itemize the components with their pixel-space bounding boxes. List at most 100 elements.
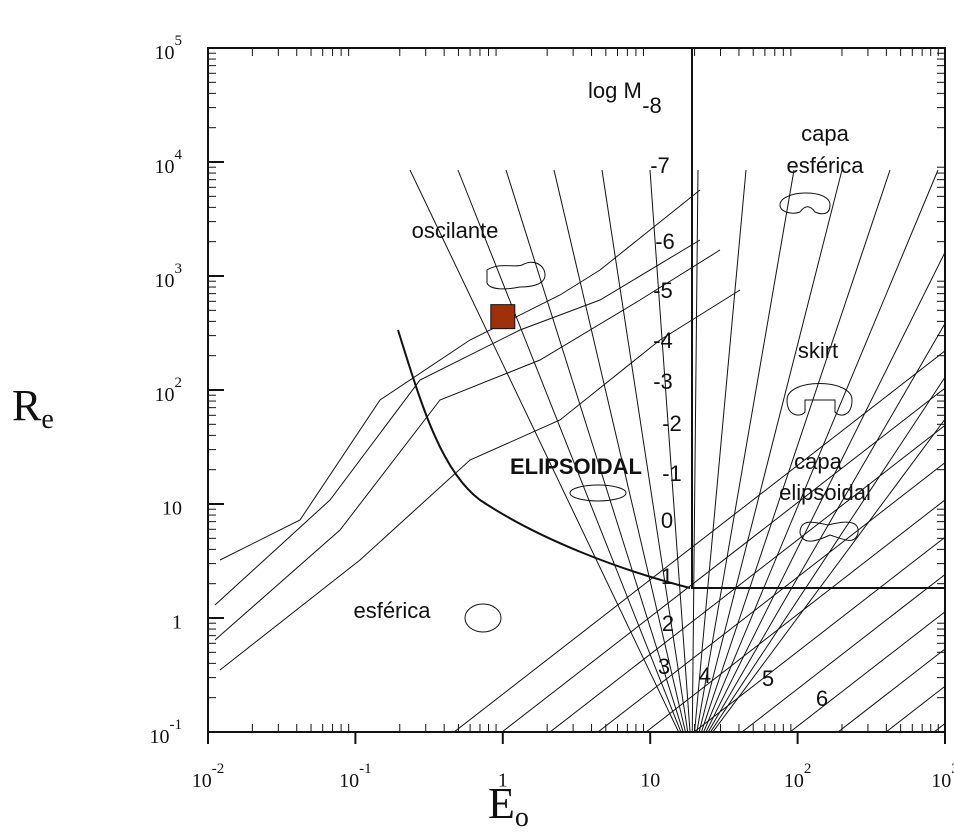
shape-icon bbox=[569, 484, 627, 502]
contour-line bbox=[553, 169, 686, 732]
region-label: ELIPSOIDAL bbox=[510, 454, 642, 479]
tick-label: 103 bbox=[155, 261, 183, 291]
x-axis-label: Eo bbox=[488, 779, 529, 832]
contour-line bbox=[696, 169, 795, 732]
contour-line bbox=[501, 387, 945, 732]
tick-exponent: 4 bbox=[175, 147, 183, 163]
tick-label: 104 bbox=[155, 147, 183, 177]
tick-label: 10-2 bbox=[192, 761, 225, 791]
plot-frame bbox=[207, 47, 946, 733]
region-label: elipsoidal bbox=[779, 480, 871, 505]
region-label: capa bbox=[801, 121, 849, 146]
tick-base: 10 bbox=[155, 384, 175, 406]
shape-icon bbox=[779, 192, 831, 215]
contour-line bbox=[712, 418, 945, 732]
contours bbox=[214, 169, 954, 760]
contour-label: 1 bbox=[661, 564, 673, 589]
region-label: esférica bbox=[353, 598, 431, 623]
tick-label: 10 bbox=[162, 498, 182, 520]
contour-label: -7 bbox=[650, 153, 670, 178]
region-label: oscilante bbox=[412, 218, 499, 243]
contour-label: -3 bbox=[653, 369, 673, 394]
tick-base: 10 bbox=[192, 770, 212, 792]
tick-base: 10 bbox=[150, 726, 170, 748]
shape-icon bbox=[464, 603, 502, 633]
contour-line bbox=[409, 169, 680, 732]
contour-line bbox=[837, 648, 945, 732]
contour-label: 5 bbox=[762, 666, 774, 691]
contour-label: 3 bbox=[658, 654, 670, 679]
tick-exponent: -1 bbox=[359, 761, 372, 777]
contour-line bbox=[885, 685, 945, 732]
tick-label: 10-1 bbox=[150, 717, 183, 747]
contour-label: -1 bbox=[662, 461, 682, 486]
tick-base: 10 bbox=[339, 770, 359, 792]
contour-label: 0 bbox=[661, 508, 673, 533]
y-axis-label: Re bbox=[12, 381, 54, 435]
contour-line bbox=[549, 424, 945, 732]
contour-line bbox=[214, 249, 721, 641]
wall-effect-curve bbox=[397, 329, 691, 589]
contour-title: log M bbox=[588, 78, 642, 103]
contour-line bbox=[693, 536, 945, 732]
contour-label: -6 bbox=[655, 229, 675, 254]
tick-base: 10 bbox=[155, 156, 175, 178]
contour-line bbox=[694, 169, 747, 732]
contour-line bbox=[505, 169, 684, 732]
contour-line bbox=[709, 376, 945, 732]
region-boundary bbox=[691, 48, 945, 589]
tick-label: 10-1 bbox=[339, 761, 372, 791]
tick-label: 102 bbox=[155, 375, 183, 405]
tick-label: 105 bbox=[155, 33, 183, 63]
contour-label: -4 bbox=[653, 328, 673, 353]
tick-exponent: 5 bbox=[175, 33, 183, 49]
contour-line bbox=[741, 573, 945, 732]
shape-icon bbox=[799, 521, 859, 542]
contour-label: 6 bbox=[816, 686, 828, 711]
contour-line bbox=[219, 189, 701, 561]
contour-label: -2 bbox=[662, 411, 682, 436]
tick-base: 10 bbox=[155, 42, 175, 64]
tick-label: 103 bbox=[931, 761, 954, 791]
tick-exponent: 2 bbox=[175, 375, 183, 391]
contour-line bbox=[698, 169, 843, 732]
region-label: skirt bbox=[798, 338, 838, 363]
contour-line bbox=[645, 499, 945, 732]
tick-exponent: 3 bbox=[951, 761, 954, 777]
tick-exponent: 2 bbox=[804, 761, 812, 777]
contour-line bbox=[703, 169, 939, 732]
shape-icon bbox=[786, 383, 853, 416]
contour-line bbox=[597, 462, 945, 732]
contour-line bbox=[457, 169, 682, 732]
contour-line bbox=[601, 169, 689, 732]
tick-base: 10 bbox=[784, 770, 804, 792]
tick-base: 10 bbox=[931, 770, 951, 792]
contour-line bbox=[214, 239, 701, 606]
tick-exponent: 3 bbox=[175, 261, 183, 277]
contour-label: -8 bbox=[642, 93, 662, 118]
shape-icon bbox=[486, 261, 546, 290]
contour-label: 2 bbox=[662, 611, 674, 636]
region-label: esférica bbox=[786, 153, 864, 178]
contour-line bbox=[219, 289, 741, 671]
tick-exponent: -1 bbox=[170, 717, 183, 733]
tick-label: 1 bbox=[172, 612, 182, 634]
contour-line bbox=[789, 611, 945, 732]
contour-label: 4 bbox=[699, 663, 711, 688]
data-point bbox=[490, 304, 516, 330]
contour-line bbox=[707, 322, 945, 732]
tick-base: 10 bbox=[155, 270, 175, 292]
tick-exponent: -2 bbox=[212, 761, 225, 777]
region-label: capa bbox=[794, 449, 842, 474]
tick-label: 1 bbox=[498, 770, 508, 792]
contour-label: -5 bbox=[653, 278, 673, 303]
contour-line bbox=[691, 169, 699, 732]
contour-line bbox=[649, 169, 691, 732]
contour-line bbox=[453, 350, 945, 732]
tick-label: 102 bbox=[784, 761, 812, 791]
tick-label: 10 bbox=[640, 770, 660, 792]
contour-line bbox=[700, 169, 891, 732]
contour-line bbox=[946, 170, 954, 760]
contour-line bbox=[705, 251, 945, 732]
